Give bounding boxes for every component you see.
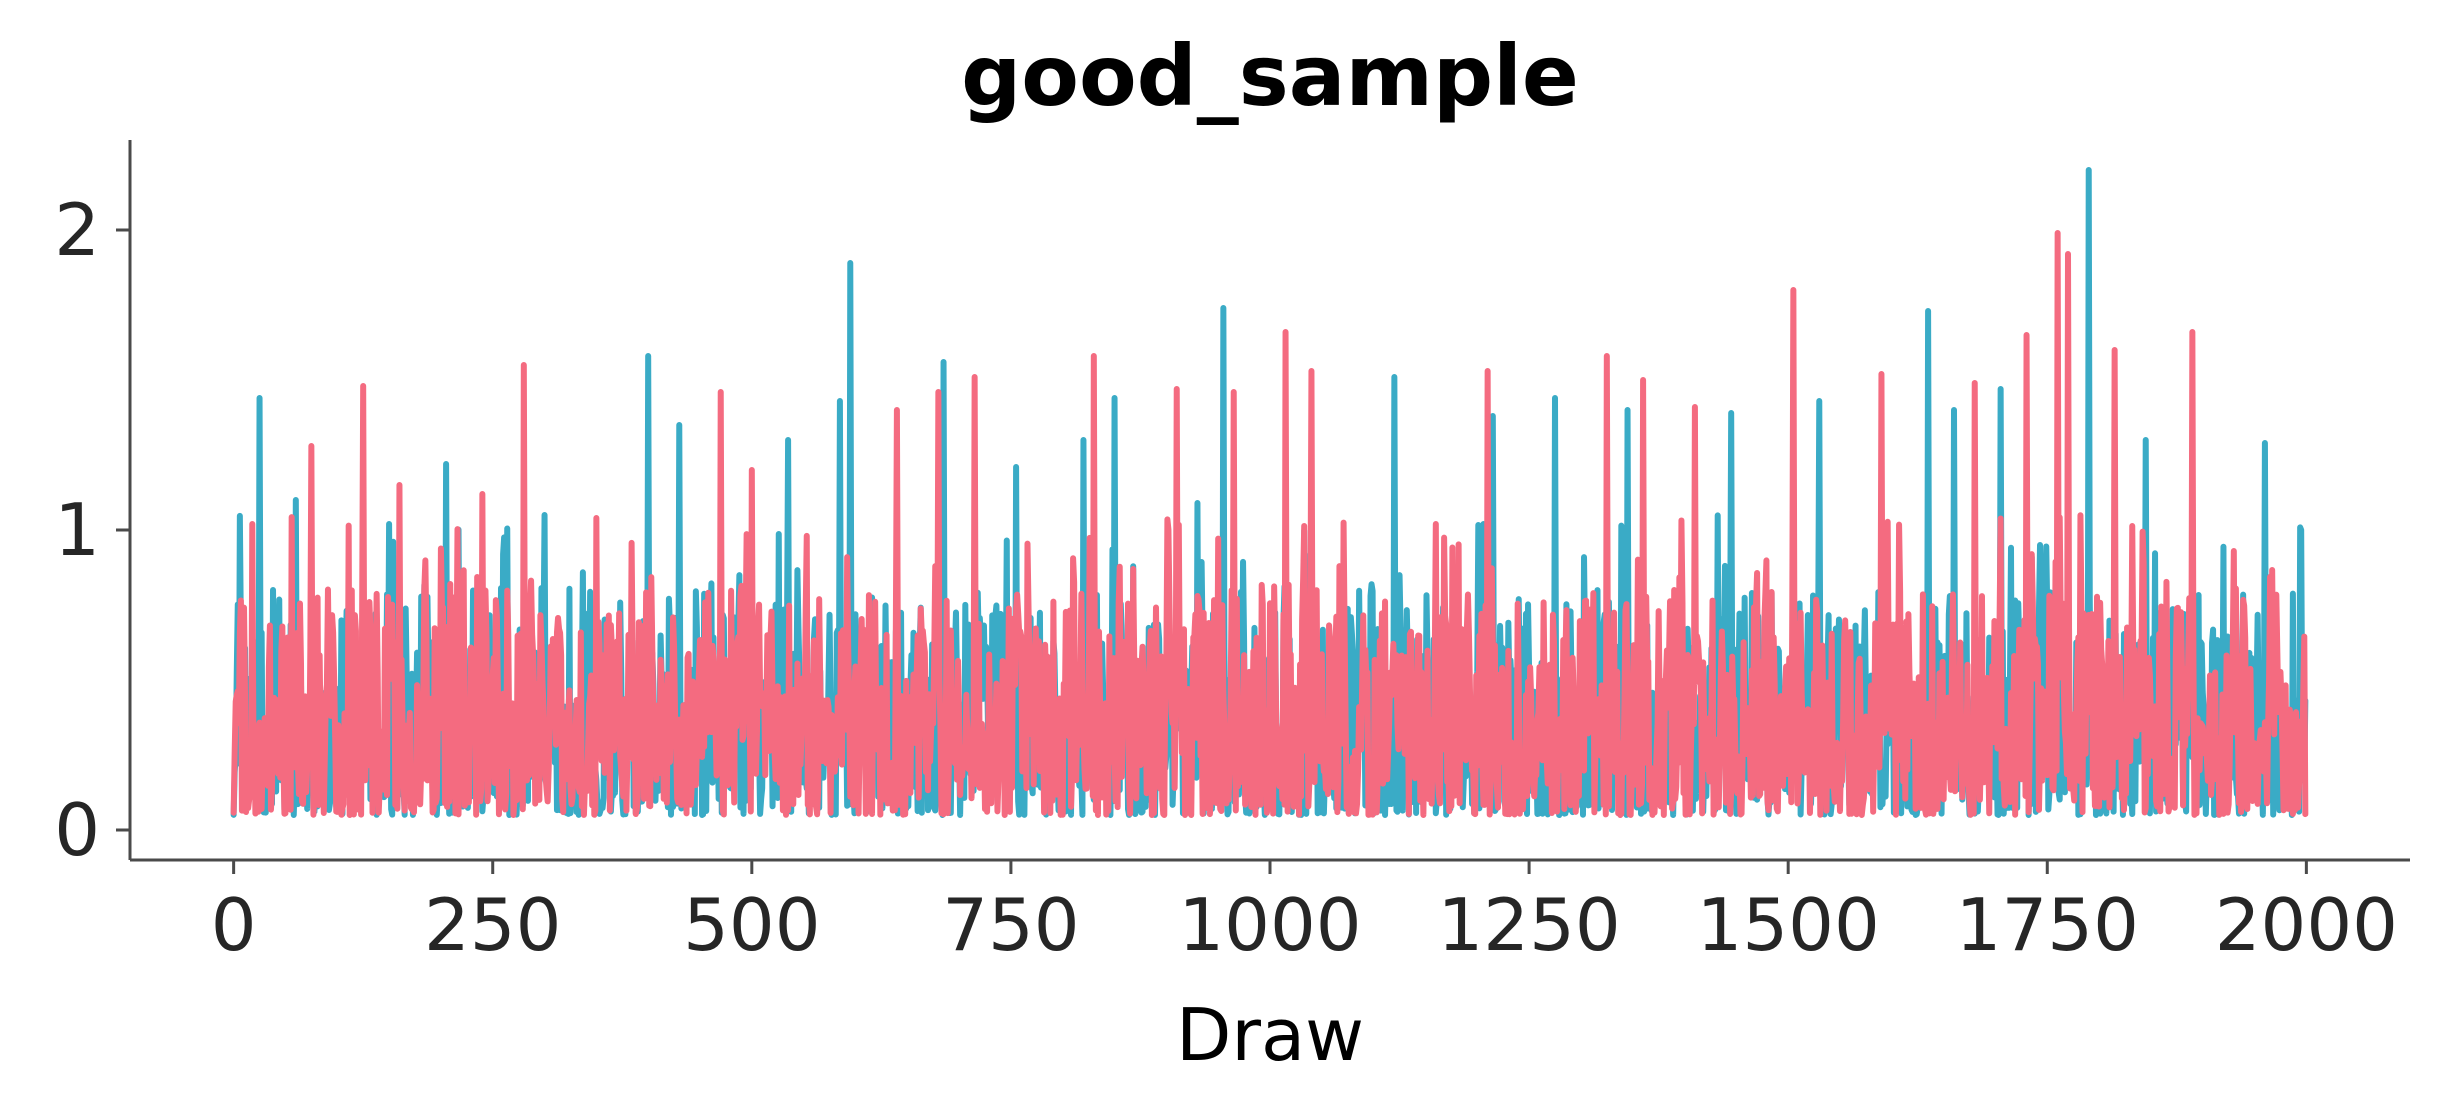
y-tick-label: 2	[54, 188, 100, 272]
chart-title: good_sample	[961, 27, 1579, 125]
x-tick-label: 500	[683, 883, 820, 967]
series-line-2	[230, 230, 2309, 818]
x-ticks: 0 250 500 750 1000 1250 1500 1750 2000	[211, 860, 2398, 967]
x-axis-label: Draw	[1176, 993, 1364, 1077]
x-tick-label: 250	[424, 883, 561, 967]
x-tick-label: 0	[211, 883, 257, 967]
x-tick-label: 1500	[1697, 883, 1880, 967]
y-tick-label: 1	[54, 488, 100, 572]
x-tick-label: 1250	[1437, 883, 1620, 967]
x-tick-label: 1750	[1956, 883, 2139, 967]
x-tick-label: 1000	[1178, 883, 1361, 967]
y-ticks: 0 1 2	[54, 188, 130, 872]
plot-area	[230, 167, 2309, 818]
x-tick-label: 750	[942, 883, 1079, 967]
x-tick-label: 2000	[2215, 883, 2398, 967]
y-tick-label: 0	[54, 788, 100, 872]
